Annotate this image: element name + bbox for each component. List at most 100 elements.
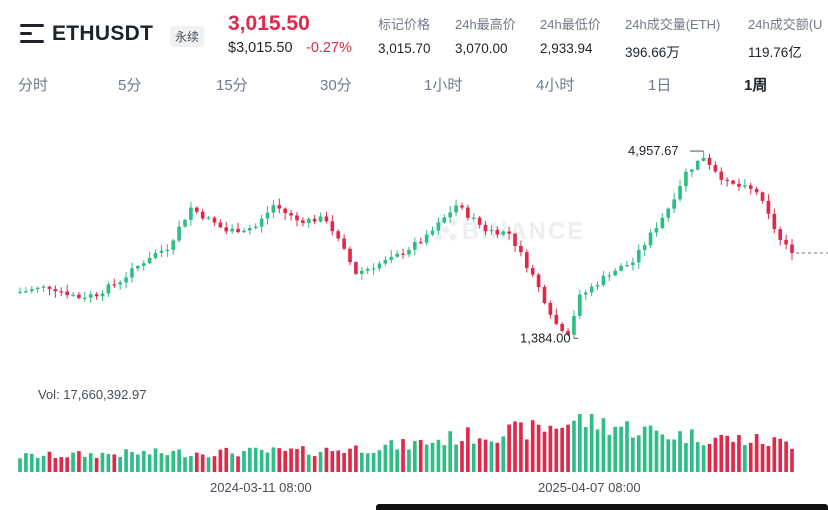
volume-bar	[336, 450, 341, 472]
candle-body	[454, 205, 458, 213]
volume-bar	[713, 437, 718, 472]
tab-4h[interactable]: 4小时	[536, 77, 575, 94]
volume-bar	[277, 448, 282, 472]
candle-body	[77, 294, 81, 299]
candle-body	[524, 252, 529, 269]
volume-bar	[306, 454, 311, 472]
candle-body	[71, 294, 75, 296]
volume-bar	[136, 454, 140, 472]
volume-bar	[401, 439, 405, 472]
symbol-title[interactable]: ETHUSDT	[52, 22, 154, 45]
candle-body	[554, 314, 559, 324]
volume-bar	[348, 448, 352, 472]
volume-bar	[625, 421, 629, 472]
candle-body	[224, 227, 229, 232]
volume-bar	[689, 429, 694, 472]
candle-body	[666, 208, 671, 218]
volume-bar	[660, 434, 665, 472]
volume-bar	[265, 452, 270, 472]
candle-body	[342, 238, 346, 249]
volume-bar	[760, 443, 765, 472]
volume-bar	[666, 439, 671, 472]
candle-body	[130, 268, 134, 278]
volume-bar	[701, 445, 706, 472]
candle-body	[88, 294, 93, 298]
candle-body	[719, 171, 724, 180]
volume-bar	[71, 452, 75, 472]
tab-time-sharing[interactable]: 分时	[18, 77, 49, 94]
candle-body	[684, 171, 688, 187]
candle-body	[295, 215, 299, 221]
volume-bar	[707, 443, 712, 472]
candle-body	[29, 289, 34, 292]
tab-15m[interactable]: 15分	[216, 77, 248, 94]
volume-bar	[18, 458, 22, 472]
x-tick-label: 2025-04-07 08:00	[538, 480, 641, 495]
candle-body	[424, 234, 429, 243]
last-price: 3,015.50	[228, 12, 310, 35]
candle-body	[619, 265, 623, 271]
volume-bar	[183, 457, 187, 472]
candle-body	[200, 211, 205, 219]
volume-bar	[743, 445, 747, 472]
volume-bar	[189, 456, 193, 472]
tab-1d[interactable]: 1日	[648, 77, 672, 94]
candle-body	[265, 212, 270, 219]
candlestick-chart[interactable]: BINANCE 4,957.67 1,384.00 Vol: 17,660,39…	[0, 104, 828, 510]
candle-body	[106, 284, 111, 294]
volume-bar	[177, 449, 181, 472]
tab-5m[interactable]: 5分	[118, 77, 142, 94]
tab-30m[interactable]: 30分	[320, 77, 352, 94]
volume-bar	[230, 453, 234, 472]
candle-body	[259, 218, 264, 227]
volume-bar	[29, 453, 34, 472]
volume-bar	[631, 437, 635, 472]
volume-bar	[35, 458, 40, 472]
volume-bar	[648, 425, 653, 472]
volume-bar	[395, 449, 399, 472]
candle-body	[283, 208, 288, 214]
candle-body	[318, 216, 323, 222]
volume-bar	[554, 428, 559, 472]
candle-body	[147, 258, 152, 264]
volume-bar	[124, 449, 128, 472]
candle-body	[189, 207, 193, 220]
volume-bar	[147, 454, 152, 472]
volume-bar	[112, 454, 117, 472]
volume-bar	[507, 424, 511, 472]
volume-bar	[607, 434, 612, 472]
candle-body	[772, 213, 777, 230]
menu-icon[interactable]	[20, 24, 44, 44]
candle-body	[713, 164, 718, 172]
stat-value: 2,933.94	[540, 41, 593, 56]
candle-body	[377, 263, 382, 269]
volume-bar	[613, 426, 618, 472]
tab-1h[interactable]: 1小时	[424, 77, 463, 94]
candle-body	[248, 228, 252, 231]
candle-body	[230, 228, 234, 232]
candle-body	[336, 231, 341, 239]
candle-body	[748, 185, 753, 189]
volume-bar	[754, 434, 759, 472]
x-tick-label: 2024-03-11 08:00	[210, 480, 312, 495]
candle-body	[18, 291, 22, 293]
candle-body	[171, 240, 176, 250]
stat-label: 24h成交额(U	[748, 17, 823, 32]
volume-bar	[312, 456, 317, 472]
stat-24h-low: 24h最低价 2,933.94	[540, 14, 601, 56]
volume-bars-group	[18, 414, 794, 472]
stat-label: 24h成交量(ETH)	[625, 17, 721, 32]
candle-body	[383, 259, 388, 264]
tab-1w[interactable]: 1周	[744, 77, 768, 94]
volume-bar	[194, 452, 199, 472]
volume-bar	[77, 451, 81, 472]
candle-body	[118, 282, 123, 285]
candle-body	[625, 265, 629, 267]
volume-bar	[454, 444, 458, 472]
watermark-text: BINANCE	[462, 218, 585, 245]
stat-label: 24h最高价	[455, 17, 516, 32]
stat-24h-high: 24h最高价 3,070.00	[455, 14, 516, 56]
candle-body	[65, 291, 69, 296]
volume-bar	[460, 441, 464, 472]
candle-body	[678, 186, 682, 200]
